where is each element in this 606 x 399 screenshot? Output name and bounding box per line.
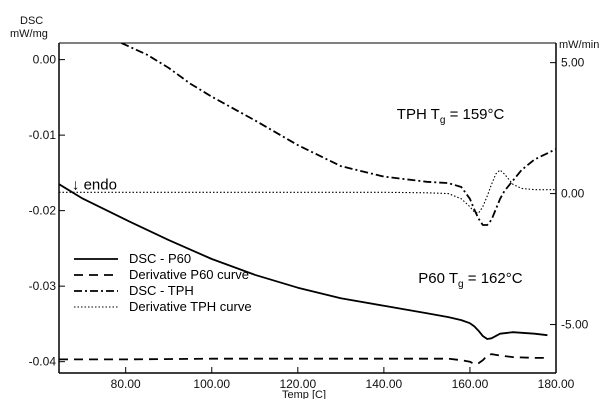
annotation-2: P60 Tg = 162°C xyxy=(418,270,522,290)
legend-label: DSC - TPH xyxy=(129,283,194,298)
left-axis-title-line1: DSC xyxy=(20,15,43,27)
annotation-1: TPH Tg = 159°C xyxy=(397,106,505,126)
series-line-1 xyxy=(59,183,548,340)
legend-label: Derivative P60 curve xyxy=(129,267,249,282)
legend-label: DSC - P60 xyxy=(129,251,191,266)
left-tick-label: 0.00 xyxy=(33,53,57,67)
tick-marks-and-labels: 80.00 100.00 120.00 140.00 160.00 180.00 0.00 -… xyxy=(29,53,589,391)
x-tick-label: 140.00 xyxy=(366,377,403,391)
axes xyxy=(58,42,557,374)
series-lines xyxy=(59,43,556,365)
right-tick-label: 0.00 xyxy=(561,187,585,201)
x-axis-title: Temp [C] xyxy=(282,389,326,399)
left-tick-label: -0.02 xyxy=(29,204,57,218)
series-line-2 xyxy=(59,353,548,365)
right-tick-label: -5.00 xyxy=(561,318,589,332)
legend-label: Derivative TPH curve xyxy=(129,299,252,314)
right-axis-title: mW/min xyxy=(559,39,599,51)
series-line-4 xyxy=(59,169,556,214)
series-line-3 xyxy=(121,43,556,226)
x-tick-label: 80.00 xyxy=(111,377,141,391)
x-tick-label: 180.00 xyxy=(538,377,575,391)
annotation-3: ↓ endo xyxy=(72,176,117,193)
left-axis-title-line2: mW/mg xyxy=(10,28,48,40)
right-tick-label: 5.00 xyxy=(561,56,585,70)
left-tick-label: -0.01 xyxy=(29,128,57,142)
x-tick-label: 100.00 xyxy=(193,377,230,391)
x-tick-label: 120.00 xyxy=(279,377,316,391)
left-tick-label: -0.04 xyxy=(29,355,57,369)
annotations: TPH Tg = 159°C P60 Tg = 162°C ↓ endo xyxy=(72,106,523,290)
left-tick-label: -0.03 xyxy=(29,279,57,293)
x-tick-label: 160.00 xyxy=(452,377,489,391)
